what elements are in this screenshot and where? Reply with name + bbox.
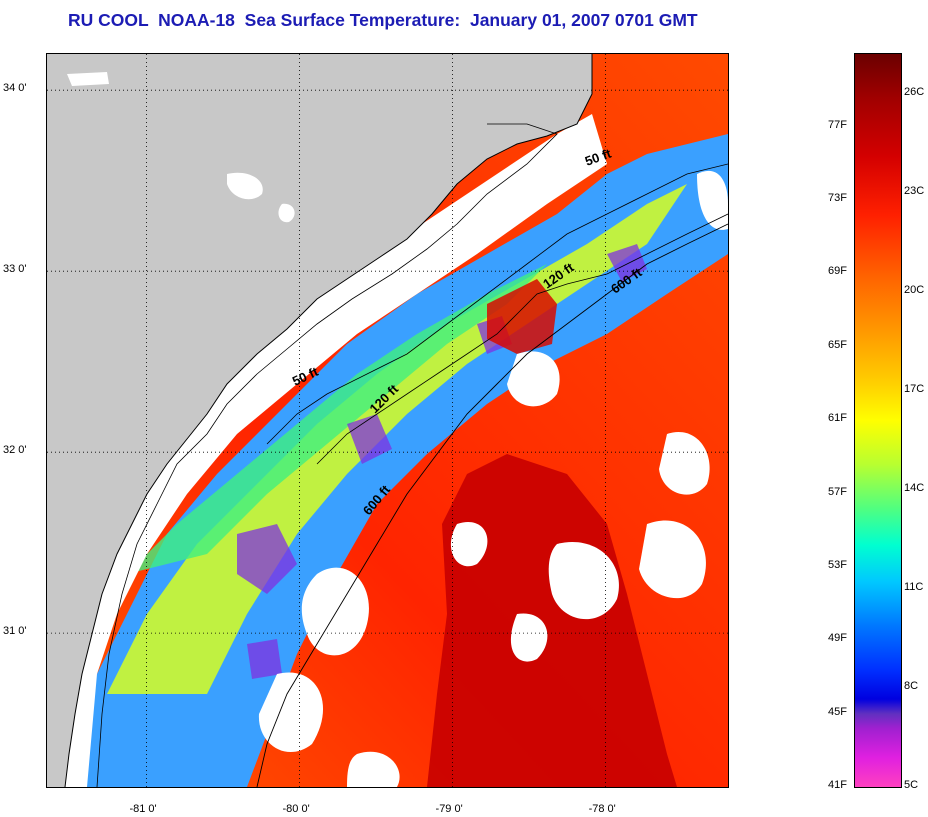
latitude-label: 33 0' — [3, 263, 27, 276]
sst-map-canvas: 50 ft 50 ft 120 ft 120 ft 600 ft 600 ft — [47, 54, 728, 787]
colorbar-label-f: 77F — [828, 118, 847, 131]
longitude-label: -80 0' — [282, 803, 310, 815]
contour-line-50ft — [266, 163, 728, 445]
longitude-label: -78 0' — [588, 803, 616, 815]
sst-map[interactable]: 50 ft 50 ft 120 ft 120 ft 600 ft 600 ft — [46, 53, 729, 788]
colorbar-label-c: 5C — [904, 779, 919, 791]
colorbar-label-f: 61F — [828, 412, 847, 425]
colorbar-label-c: 20C — [904, 283, 925, 296]
longitude-label: -81 0' — [129, 803, 157, 815]
contour-line-120ft — [316, 213, 728, 465]
longitude-label: -79 0' — [435, 803, 463, 815]
latitude-label: 34 0' — [3, 82, 27, 95]
gulf-stream-core — [427, 454, 677, 787]
colorbar-label-f: 41F — [828, 779, 847, 791]
colorbar-label-f: 53F — [828, 558, 847, 571]
cloud-patches — [258, 170, 728, 787]
colorbar-label-f: 73F — [828, 192, 847, 204]
colorbar-label-f: 65F — [828, 338, 847, 351]
contour-line-600ft — [256, 223, 728, 787]
colorbar-label-f: 49F — [828, 632, 847, 645]
shelf-green-water — [127, 264, 547, 574]
outer-shelf-line — [96, 123, 558, 787]
colorbar-label-c: 8C — [904, 679, 919, 692]
colorbar-label-c: 23C — [904, 184, 925, 197]
temperature-colorbar — [854, 53, 902, 788]
colorbar-label-c: 11C — [904, 580, 924, 593]
colorbar-label-f: 57F — [828, 485, 847, 498]
latitude-label: 31 0' — [3, 625, 27, 638]
land-interior-patch — [67, 72, 295, 223]
colorbar-label-c: 17C — [904, 382, 925, 395]
warm-eddy — [487, 279, 557, 354]
coastline — [64, 54, 593, 787]
colorbar-label-f: 69F — [828, 265, 847, 278]
graticule — [47, 54, 728, 787]
colorbar-label-c: 14C — [904, 481, 925, 494]
latitude-label: 32 0' — [3, 444, 27, 457]
land-mass — [47, 54, 592, 787]
colorbar-label-c: 26C — [904, 85, 925, 98]
map-title: RU COOL NOAA-18 Sea Surface Temperature:… — [68, 10, 698, 30]
colorbar-label-f: 45F — [828, 705, 847, 718]
